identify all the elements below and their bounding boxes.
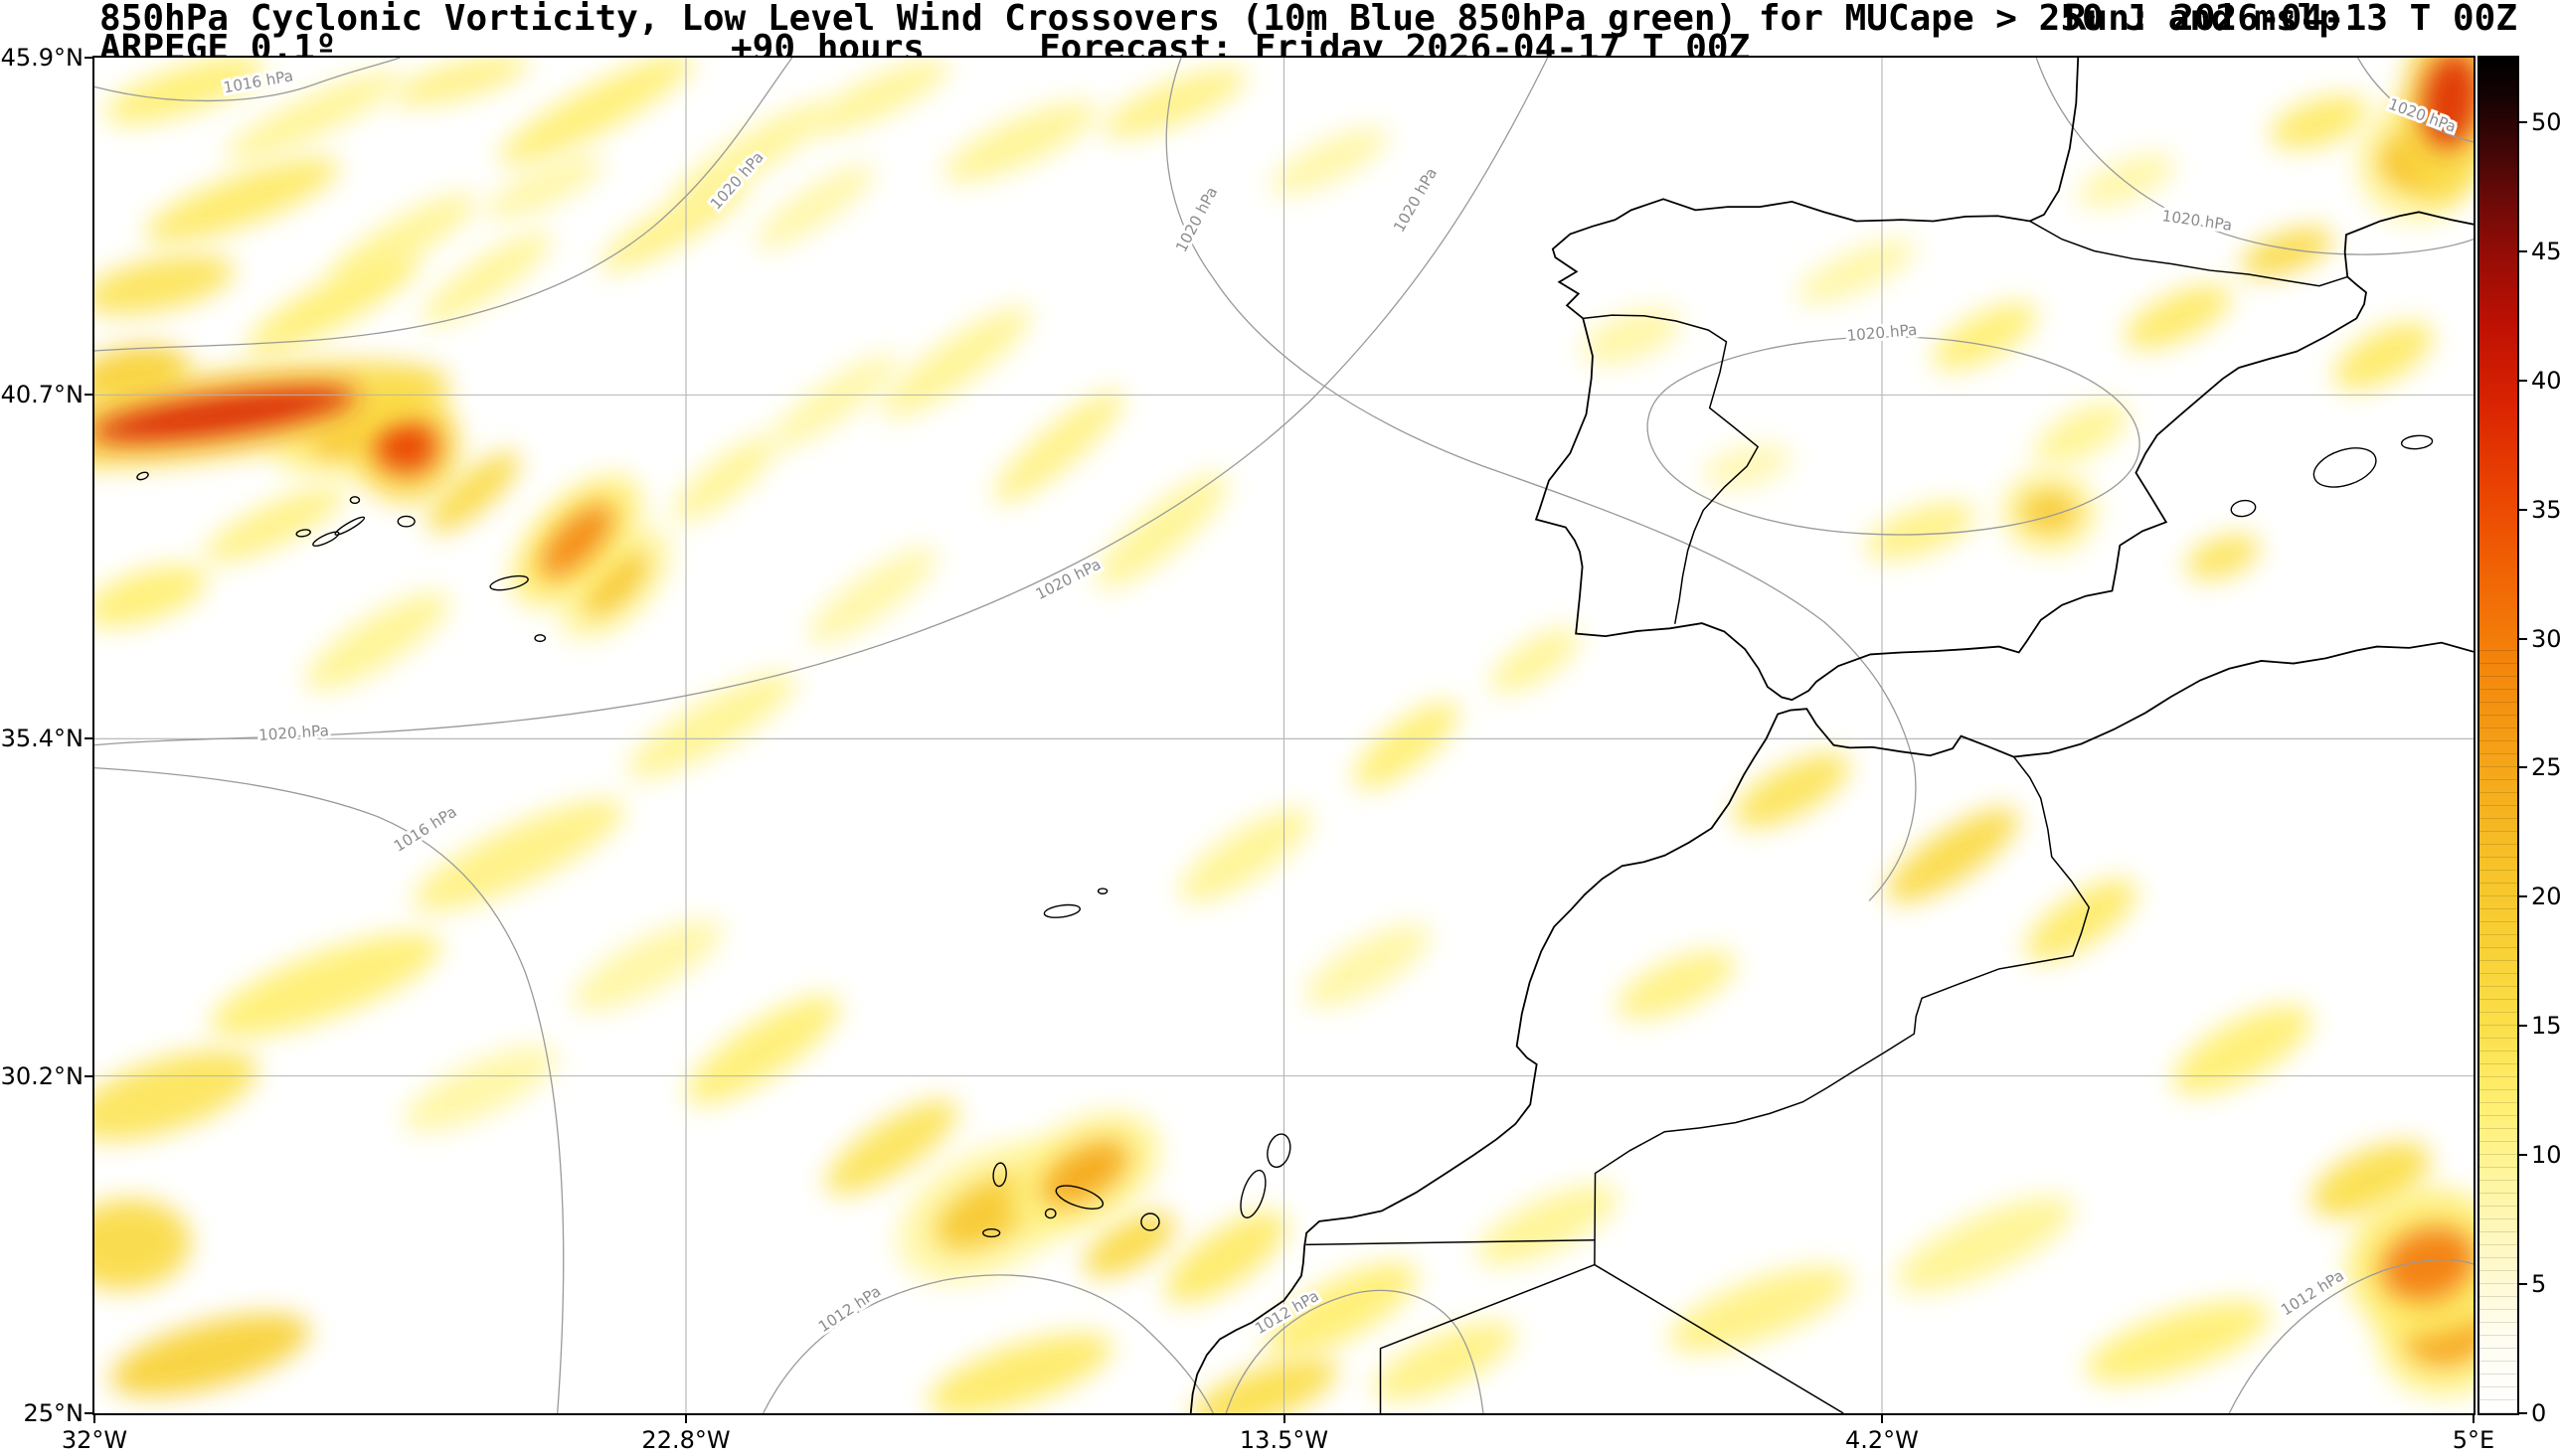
x-tick-label: 22.8°W: [641, 1426, 731, 1454]
vorticity-heatmap-layer: [94, 58, 2474, 1413]
colorbar-tick-label: 35: [2531, 495, 2560, 524]
colorbar-tick-label: 30: [2531, 624, 2560, 653]
grid-layer: [94, 58, 2474, 1413]
chart-title: 850hPa Cyclonic Vorticity, Low Level Win…: [99, 0, 2341, 39]
y-tick-mark: [85, 1412, 92, 1414]
y-tick-label: 40.7°N: [0, 381, 84, 409]
colorbar-tick-mark: [2519, 766, 2527, 769]
isobar-label: 1020 hPa: [2161, 207, 2234, 235]
x-tick-label: 32°W: [61, 1426, 128, 1454]
isobar-label: 1016 hPa: [391, 803, 460, 856]
colorbar-tick-mark: [2519, 1025, 2527, 1028]
colorbar-tick-mark: [2519, 1283, 2527, 1286]
run-label: Run: 2026-04-13 T 00Z: [2064, 0, 2517, 39]
y-tick-label: 35.4°N: [0, 725, 84, 753]
x-tick-label: 4.2°W: [1845, 1426, 1919, 1454]
isobar-label: 1020 hPa: [1172, 184, 1221, 255]
colorbar-tick-mark: [2519, 508, 2527, 511]
x-tick-mark: [93, 1415, 95, 1423]
colorbar-tick-label: 45: [2531, 237, 2560, 265]
colorbar-tick-label: 0: [2531, 1399, 2547, 1427]
coastline-layer: [1191, 58, 2474, 1413]
isobar-label: 1012 hPa: [815, 1282, 884, 1336]
colorbar-tick-label: 40: [2531, 366, 2560, 395]
colorbar-level-lines: [2479, 640, 2517, 1413]
x-tick-mark: [685, 1415, 688, 1423]
x-tick-mark: [1282, 1415, 1285, 1423]
colorbar-tick-label: 10: [2531, 1141, 2560, 1170]
colorbar-tick-label: 5: [2531, 1270, 2547, 1299]
colorbar-tick-mark: [2519, 1412, 2527, 1414]
isobar-label: 1020 hPa: [1846, 321, 1918, 345]
x-tick-label: 13.5°W: [1239, 1426, 1329, 1454]
x-tick-mark: [1880, 1415, 1883, 1423]
y-tick-label: 25°N: [23, 1399, 85, 1427]
colorbar-tick-label: 15: [2531, 1012, 2560, 1041]
y-tick-mark: [85, 737, 92, 740]
x-tick-label: 5°E: [2452, 1426, 2495, 1454]
colorbar-tick-mark: [2519, 895, 2527, 898]
y-tick-mark: [85, 1074, 92, 1077]
colorbar-tick-label: 20: [2531, 883, 2560, 911]
isobar-layer: [94, 58, 2474, 1413]
isobar-label: 1020 hPa: [1033, 556, 1104, 604]
x-tick-mark: [2473, 1415, 2475, 1423]
island-layer: [136, 434, 2433, 1236]
colorbar-tick-mark: [2519, 637, 2527, 640]
colorbar-tick-label: 50: [2531, 107, 2560, 136]
isobar-label: 1020 hPa: [257, 722, 329, 744]
isobar-label: 1020 hPa: [1390, 165, 1441, 236]
colorbar-tick-mark: [2519, 379, 2527, 382]
y-tick-mark: [85, 394, 92, 397]
y-tick-label: 30.2°N: [0, 1061, 84, 1090]
colorbar-tick-label: 25: [2531, 753, 2560, 782]
weather-map: 1016 hPa 1020 hPa 1020 hPa 1020 hPa 1020 hPa…: [94, 58, 2474, 1413]
y-tick-mark: [85, 57, 92, 59]
map-plot-area: 1016 hPa 1020 hPa 1020 hPa 1020 hPa 1020 hPa…: [92, 56, 2475, 1415]
colorbar-tick-mark: [2519, 120, 2527, 123]
colorbar-tick-mark: [2519, 1154, 2527, 1157]
colorbar: [2477, 56, 2519, 1415]
country-border-layer: [1305, 221, 2347, 1413]
y-tick-label: 45.9°N: [0, 44, 84, 72]
colorbar-tick-mark: [2519, 249, 2527, 252]
